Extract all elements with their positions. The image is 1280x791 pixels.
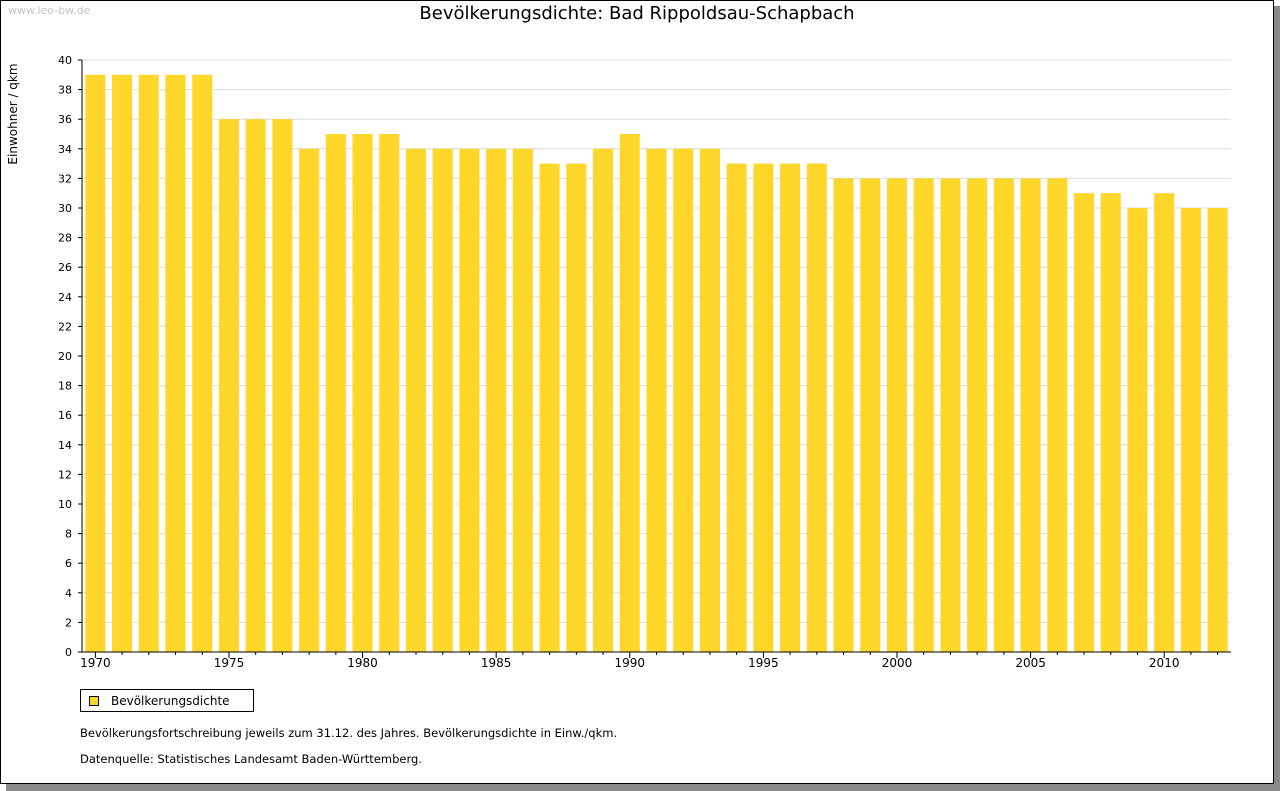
bar [699, 148, 720, 653]
y-tick-label: 6 [65, 557, 72, 570]
x-tick-label: 1975 [214, 656, 245, 670]
bar [993, 178, 1014, 652]
bar [486, 148, 507, 653]
bar [1100, 193, 1121, 652]
bar [646, 148, 667, 653]
bar [112, 74, 133, 653]
bar [405, 148, 427, 653]
bar [673, 148, 694, 653]
bar [352, 134, 373, 652]
y-tick-label: 36 [58, 113, 72, 126]
bar [860, 178, 881, 652]
x-tick-label: 1985 [481, 656, 512, 670]
y-tick-label: 30 [58, 202, 72, 215]
bar [753, 163, 774, 652]
bar [593, 148, 614, 653]
y-tick-label: 40 [58, 54, 72, 67]
footnote-source: Datenquelle: Statistisches Landesamt Bad… [80, 752, 422, 766]
bar [299, 148, 320, 653]
bar [272, 119, 293, 652]
chart-title: Bevölkerungsdichte: Bad Rippoldsau-Schap… [419, 3, 855, 24]
bar [218, 119, 239, 652]
bar [165, 74, 186, 653]
bar [1154, 193, 1175, 652]
x-tick-label: 2010 [1149, 656, 1180, 670]
frame-shadow-bottom [6, 784, 1280, 791]
bar [886, 178, 908, 652]
bar [833, 178, 854, 652]
bar [539, 163, 560, 652]
bar [245, 119, 266, 652]
x-tick-label: 1980 [347, 656, 378, 670]
frame-shadow-right [1274, 6, 1280, 791]
bar [1047, 178, 1068, 652]
bar [806, 163, 827, 652]
y-tick-label: 8 [65, 528, 72, 541]
x-tick-label: 1990 [615, 656, 646, 670]
bar [940, 178, 961, 652]
bar [379, 134, 400, 652]
bar [138, 74, 159, 653]
bar [619, 134, 640, 652]
y-tick-label: 28 [58, 232, 72, 245]
footnote-method: Bevölkerungsfortschreibung jeweils zum 3… [80, 726, 618, 740]
bar [1020, 178, 1041, 652]
y-tick-label: 14 [58, 439, 72, 452]
bar [192, 74, 213, 653]
bar [459, 148, 480, 653]
bar [967, 178, 988, 652]
y-tick-label: 12 [58, 468, 72, 481]
bar [1127, 208, 1148, 652]
bar [85, 74, 106, 653]
y-tick-label: 2 [65, 616, 72, 629]
watermark: www.leo-bw.de [8, 4, 91, 17]
bar [512, 148, 533, 653]
bar [1074, 193, 1095, 652]
bar [726, 163, 747, 652]
y-tick-label: 24 [58, 291, 72, 304]
bar [566, 163, 587, 652]
x-tick-label: 2005 [1015, 656, 1046, 670]
legend-swatch [89, 695, 99, 706]
bar [325, 134, 346, 652]
legend: Bevölkerungsdichte [80, 689, 254, 712]
x-tick-label: 2000 [882, 656, 913, 670]
y-tick-label: 26 [58, 261, 72, 274]
y-tick-label: 20 [58, 350, 72, 363]
bar [432, 148, 453, 653]
y-tick-label: 10 [58, 498, 72, 511]
y-tick-label: 34 [58, 143, 72, 156]
y-tick-label: 18 [58, 380, 72, 393]
y-tick-label: 38 [58, 84, 72, 97]
y-tick-label: 22 [58, 320, 72, 333]
y-tick-label: 16 [58, 409, 72, 422]
x-tick-label: 1995 [748, 656, 779, 670]
bar [913, 178, 934, 652]
bar [780, 163, 801, 652]
legend-label: Bevölkerungsdichte [111, 693, 230, 708]
bar [1207, 208, 1228, 652]
bar [1180, 208, 1201, 652]
y-tick-label: 4 [65, 587, 72, 600]
x-tick-label: 1970 [80, 656, 111, 670]
y-tick-label: 32 [58, 172, 72, 185]
y-tick-label: 0 [65, 646, 72, 659]
